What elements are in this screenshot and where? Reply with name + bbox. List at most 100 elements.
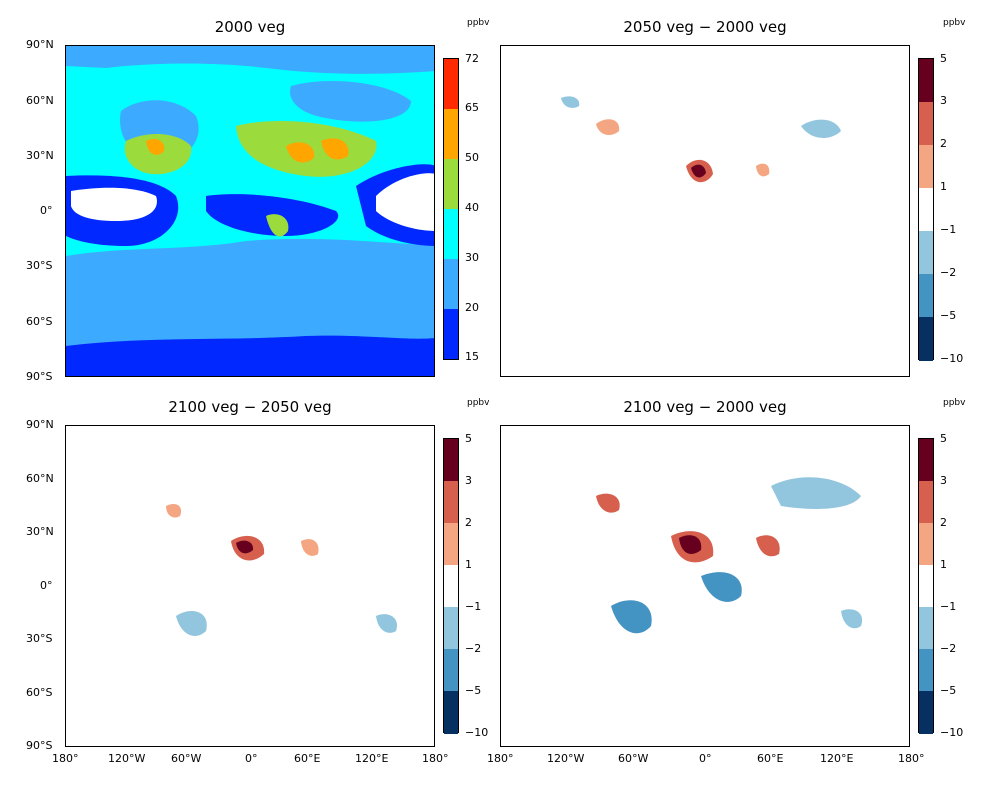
- colorbar-label: −1: [940, 600, 957, 613]
- panel-title: 2050 veg − 2000 veg: [623, 18, 787, 36]
- colorbar-label: −10: [465, 726, 489, 739]
- colorbar-difference: [918, 438, 934, 734]
- lat-tick-label: 30°N: [26, 149, 54, 162]
- colorbar-absolute: [443, 58, 459, 360]
- difference-map: [561, 96, 841, 183]
- lat-tick-label: 60°N: [26, 472, 54, 485]
- lon-tick-label: 180°: [422, 752, 449, 765]
- india-peak: [286, 142, 315, 163]
- colorbar-swatch: [919, 607, 933, 649]
- colorbar-label: 50: [465, 151, 479, 164]
- colorbar-label: 2: [940, 516, 947, 529]
- china-peak: [321, 138, 349, 160]
- colorbar-swatch: [919, 59, 933, 102]
- colorbar-swatch: [919, 231, 933, 274]
- colorbar-label: −5: [940, 684, 957, 697]
- lat-tick-label: 0°: [40, 204, 53, 217]
- colorbar-label: −1: [940, 223, 957, 236]
- colorbar-swatch: [444, 691, 458, 734]
- colorbar-swatch: [444, 565, 458, 607]
- lon-tick-label: 120°E: [820, 752, 854, 765]
- map-panel-2050-minus-2000: [500, 45, 910, 377]
- lon-tick-label: 60°W: [171, 752, 202, 765]
- colorbar-label: 15: [465, 350, 479, 363]
- colorbar-difference: [918, 58, 934, 361]
- colorbar-label: −1: [465, 600, 482, 613]
- colorbar-swatch: [919, 523, 933, 565]
- lat-tick-label: 60°S: [26, 686, 53, 699]
- colorbar-swatch: [919, 145, 933, 188]
- sahel-peak: [236, 540, 254, 554]
- lon-tick-label: 180°: [898, 752, 925, 765]
- lat-tick-label: 60°S: [26, 315, 53, 328]
- colorbar-swatch: [444, 607, 458, 649]
- colorbar-label: 5: [940, 52, 947, 65]
- ozone-2000-map: [66, 46, 434, 376]
- colorbar-swatch: [444, 109, 458, 159]
- colorbar-swatch: [919, 649, 933, 691]
- east-africa-anomaly: [301, 539, 319, 556]
- lat-tick-label: 30°N: [26, 525, 54, 538]
- africa-south-high: [266, 214, 289, 237]
- map-panel-2100-minus-2000: [500, 425, 910, 747]
- arabia-anomaly: [756, 163, 770, 177]
- lon-tick-label: 0°: [699, 752, 712, 765]
- lat-tick-label: 90°S: [26, 370, 53, 383]
- colorbar-label: 72: [465, 52, 479, 65]
- difference-map: [166, 504, 397, 636]
- south-america-negative: [611, 600, 652, 634]
- lon-tick-label: 120°W: [108, 752, 146, 765]
- arctic-band: [66, 46, 434, 74]
- antarctic-band: [66, 335, 434, 376]
- colorbar-swatch: [444, 439, 458, 481]
- colorbar-swatch: [919, 565, 933, 607]
- colorbar-label: 2: [465, 516, 472, 529]
- colorbar-swatch: [444, 481, 458, 523]
- map-panel-2100-minus-2050: [65, 425, 435, 747]
- lat-tick-label: 90°N: [26, 38, 54, 51]
- asia-negative: [771, 477, 861, 509]
- colorbar-label: 30: [465, 251, 479, 264]
- colorbar-label: 1: [940, 558, 947, 571]
- colorbar-swatch: [444, 209, 458, 259]
- colorbar-swatch: [919, 439, 933, 481]
- colorbar-swatch: [444, 309, 458, 359]
- lon-tick-label: 120°E: [355, 752, 389, 765]
- colorbar-swatch: [919, 188, 933, 231]
- australia-negative: [841, 609, 863, 629]
- lat-tick-label: 0°: [40, 579, 53, 592]
- colorbar-swatch: [919, 317, 933, 361]
- colorbar-label: −2: [465, 642, 482, 655]
- colorbar-label: 5: [940, 432, 947, 445]
- colorbar-label: 3: [940, 474, 947, 487]
- colorbar-label: 5: [465, 432, 472, 445]
- lon-tick-label: 180°: [487, 752, 514, 765]
- lat-tick-label: 60°N: [26, 94, 54, 107]
- positive-anomaly: [596, 119, 620, 136]
- map-panel-2000-veg: [65, 45, 435, 377]
- colorbar-swatch: [919, 481, 933, 523]
- lon-tick-label: 120°W: [547, 752, 585, 765]
- colorbar-label: 40: [465, 201, 479, 214]
- us-anomaly: [596, 493, 620, 513]
- colorbar-swatch: [444, 159, 458, 209]
- sahel-peak: [679, 535, 702, 554]
- us-anomaly: [166, 504, 182, 518]
- colorbar-label: 20: [465, 301, 479, 314]
- west-pacific-white: [376, 173, 434, 231]
- colorbar-unit: ppbv: [467, 18, 490, 28]
- colorbar-label: −5: [465, 684, 482, 697]
- colorbar-difference: [443, 438, 459, 734]
- colorbar-label: 2: [940, 137, 947, 150]
- pacific-white: [71, 187, 157, 221]
- colorbar-swatch: [444, 59, 458, 109]
- south-america-negative: [176, 611, 207, 636]
- colorbar-label: −2: [940, 266, 957, 279]
- lon-tick-label: 60°E: [757, 752, 784, 765]
- west-africa-peak: [691, 164, 706, 178]
- colorbar-label: 1: [940, 180, 947, 193]
- australia-negative: [376, 614, 397, 633]
- siberia-low: [290, 81, 411, 122]
- lat-tick-label: 30°S: [26, 632, 53, 645]
- colorbar-label: −10: [940, 352, 964, 365]
